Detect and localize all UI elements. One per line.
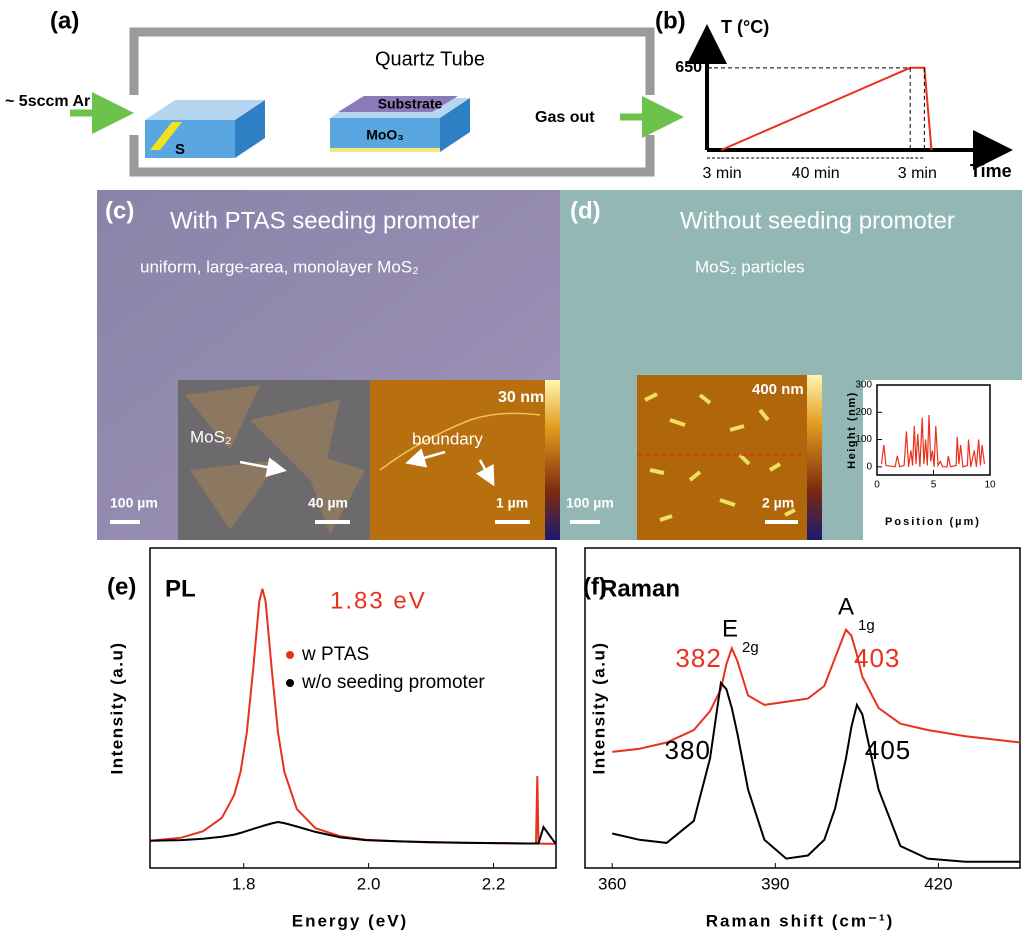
- mode-label: E: [722, 615, 738, 642]
- interval-label: 3 min: [898, 165, 937, 182]
- interval-label: 3 min: [703, 165, 742, 182]
- y-tick-label: 0: [866, 461, 872, 472]
- x-tick-label: 10: [984, 480, 996, 491]
- y-axis-label: Intensity (a.u): [589, 641, 608, 774]
- image-annotation: MoS₂: [190, 427, 232, 446]
- legend-marker: [286, 651, 294, 659]
- mode-label: 2g: [742, 639, 759, 656]
- peak-label: 380: [665, 735, 711, 765]
- x-tick-label: 2.2: [482, 874, 506, 893]
- panel-label: (e): [107, 573, 136, 600]
- x-axis-label: Raman shift (cm⁻¹): [706, 911, 895, 930]
- panel-label: (b): [655, 7, 686, 34]
- micrograph-c: [97, 190, 560, 540]
- x-tick-label: 420: [924, 874, 952, 893]
- image-annotation: 2 µm: [762, 495, 794, 511]
- gas-in-label: ~ 5sccm Ar: [5, 93, 90, 110]
- substrate-label: Substrate: [378, 96, 443, 112]
- y-axis-label: Height (nm): [846, 391, 858, 469]
- moo3-label: MoO₃: [366, 127, 404, 143]
- peak-label: 405: [865, 735, 911, 765]
- x-axis-label: Time: [970, 161, 1012, 181]
- panel-label: (c): [105, 197, 134, 224]
- x-tick-label: 1.8: [232, 874, 256, 893]
- panel-title: PL: [165, 575, 196, 602]
- peak-label: 382: [675, 643, 721, 673]
- legend-label: w/o seeding promoter: [301, 672, 485, 693]
- y-tick-label: 300: [855, 380, 872, 391]
- interval-label: 40 min: [792, 165, 840, 182]
- image-annotation: 1 µm: [496, 495, 528, 511]
- image-annotation: 30 nm: [498, 389, 544, 406]
- legend-label: w PTAS: [301, 644, 369, 665]
- legend-marker: [286, 679, 294, 687]
- x-tick-label: 5: [931, 480, 937, 491]
- micrograph-d: [560, 190, 1022, 540]
- panel-label: (a): [50, 7, 79, 34]
- panel-label: (d): [570, 197, 601, 224]
- y-axis-label: Intensity (a.u): [107, 641, 126, 774]
- tube-label: Quartz Tube: [375, 48, 485, 70]
- data-line: [150, 589, 556, 844]
- x-tick-label: 390: [761, 874, 789, 893]
- mode-label: 1g: [858, 617, 875, 634]
- image-annotation: uniform, large-area, monolayer MoS₂: [140, 257, 419, 276]
- image-annotation: 400 nm: [752, 381, 804, 398]
- image-annotation: boundary: [412, 429, 483, 448]
- image-annotation: 40 µm: [308, 495, 348, 511]
- x-axis-label: Position (µm): [885, 516, 981, 528]
- x-tick-label: 0: [874, 480, 880, 491]
- peak-label: 403: [854, 643, 900, 673]
- x-tick-label: 360: [598, 874, 626, 893]
- y-axis-label: T (°C): [721, 17, 769, 37]
- panel-title: Raman: [600, 575, 680, 602]
- image-annotation: 100 µm: [566, 495, 614, 511]
- image-annotation: MoS₂ particles: [695, 257, 805, 276]
- data-line: [721, 68, 931, 150]
- mode-label: A: [838, 593, 854, 620]
- peak-label: 1.83 eV: [330, 587, 427, 614]
- y-tick-label: 650: [675, 59, 702, 76]
- image-annotation: Without seeding promoter: [680, 207, 955, 234]
- x-axis-label: Energy (eV): [292, 911, 408, 930]
- data-line: [612, 630, 1020, 752]
- gas-out-label: Gas out: [535, 109, 595, 126]
- sulfur-label: S: [175, 141, 185, 158]
- figure: (a)(b)(c)(d)(e)(f)Quartz Tube~ 5sccm ArG…: [0, 0, 1022, 938]
- image-annotation: With PTAS seeding promoter: [170, 207, 479, 234]
- data-line: [612, 683, 1020, 862]
- x-tick-label: 2.0: [357, 874, 381, 893]
- image-annotation: 100 µm: [110, 495, 158, 511]
- schematic: [70, 32, 670, 172]
